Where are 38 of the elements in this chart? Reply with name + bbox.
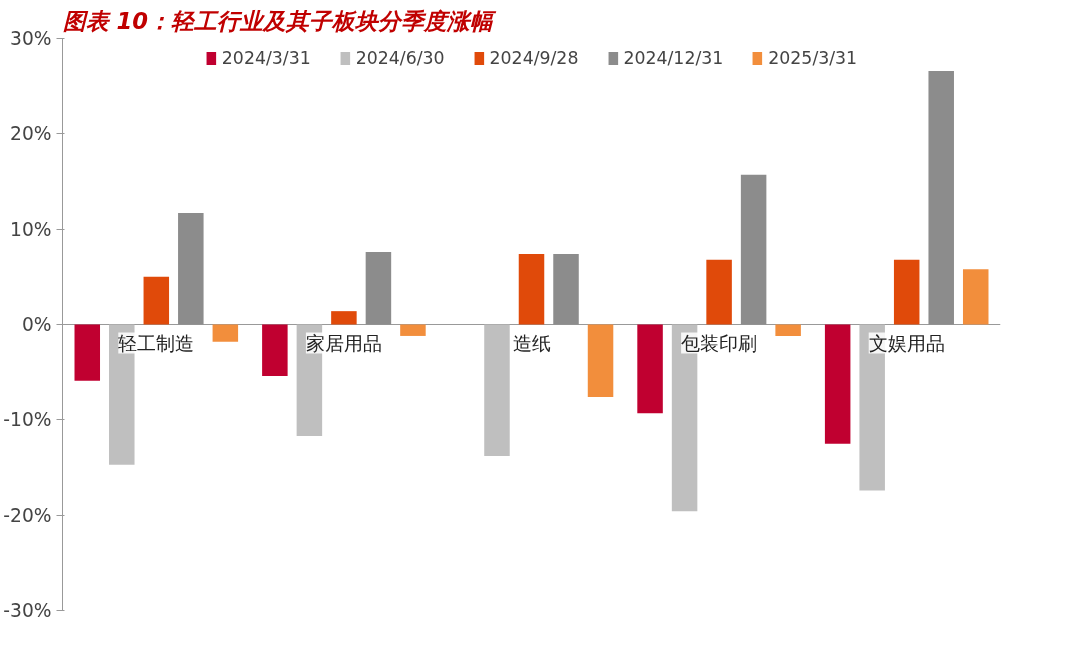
bar	[740, 174, 767, 325]
y-tick-label: 10%	[10, 218, 52, 240]
bar	[893, 259, 920, 325]
legend-label: 2024/6/30	[355, 48, 445, 68]
y-tick-label: -20%	[3, 504, 52, 526]
y-tick-label: -30%	[3, 600, 52, 621]
bar	[212, 324, 239, 342]
bar	[400, 324, 426, 336]
bar	[518, 253, 545, 325]
bar	[178, 212, 204, 325]
legend-label: 2025/3/31	[768, 48, 858, 68]
bar	[74, 324, 101, 381]
x-tick-label: 文娱用品	[868, 332, 945, 354]
legend-label: 2024/3/31	[221, 48, 311, 68]
bar	[962, 269, 989, 325]
chart-title: 图表 10：轻工行业及其子板块分季度涨幅	[62, 7, 497, 34]
x-tick-label: 造纸	[512, 332, 551, 354]
bar	[331, 311, 357, 325]
x-tick-label: 包装印刷	[681, 332, 758, 354]
y-tick-label: -10%	[3, 409, 52, 431]
bar	[928, 70, 954, 325]
y-tick-label: 0%	[21, 314, 52, 335]
legend-label: 2024/9/28	[489, 48, 579, 68]
bar	[365, 252, 392, 325]
y-tick-label: 30%	[10, 28, 52, 49]
bar	[775, 324, 801, 336]
bar	[553, 253, 579, 325]
bar	[824, 324, 851, 444]
x-tick-label: 家居用品	[305, 332, 382, 354]
bar	[637, 324, 663, 414]
bar	[706, 259, 732, 325]
bar	[484, 324, 510, 457]
bar	[587, 324, 614, 397]
bar	[143, 276, 170, 325]
x-tick-label: 轻工制造	[118, 332, 195, 354]
legend-label: 2024/12/31	[623, 48, 724, 68]
y-tick-label: 20%	[10, 123, 52, 145]
bar	[262, 324, 288, 376]
